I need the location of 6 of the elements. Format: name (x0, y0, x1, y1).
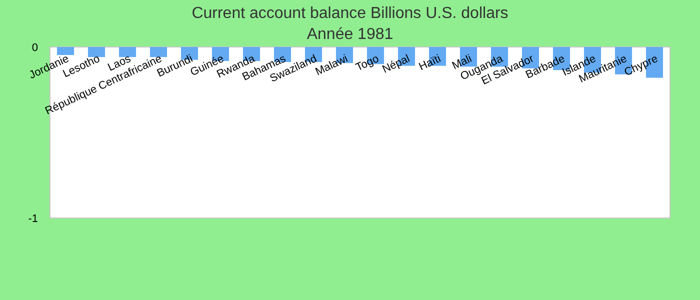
x-tick-label: Haïti (417, 52, 443, 74)
y-tick-label: 0 (32, 42, 38, 54)
y-tick-label: -1 (28, 212, 38, 225)
chart-title: Current account balance Billions U.S. dollars (192, 5, 508, 22)
x-tick-label: Togo (354, 52, 381, 74)
chart-subtitle: Année 1981 (306, 26, 394, 43)
